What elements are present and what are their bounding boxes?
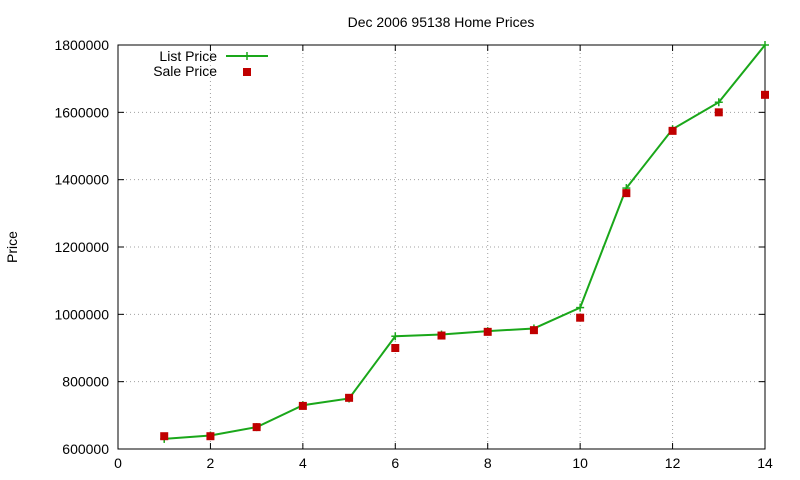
- list-price-point: [761, 41, 769, 49]
- series-layer: [160, 41, 769, 443]
- legend-label-sale-price: Sale Price: [153, 63, 217, 79]
- y-tick-labels: 600000 800000 1000000 1200000 1400000 1600000…: [54, 37, 109, 457]
- y-tick-label: 600000: [62, 441, 109, 457]
- legend-square: [243, 68, 251, 76]
- axis-ticks: [117, 44, 766, 450]
- y-tick-label: 1800000: [54, 37, 109, 53]
- sale-price-point: [391, 344, 400, 352]
- y-tick-label: 1600000: [54, 104, 109, 120]
- y-tick-label: 800000: [62, 374, 109, 390]
- sale-price-point: [761, 90, 769, 99]
- sale-price-point: [437, 331, 446, 340]
- x-tick-label: 4: [299, 455, 307, 471]
- legend-marker-sale-price: [243, 68, 251, 76]
- sale-price-point: [714, 108, 723, 117]
- legend-label-list-price: List Price: [159, 48, 217, 64]
- plot-frame: [117, 44, 766, 450]
- x-tick-label: 0: [114, 455, 122, 471]
- x-tick-label: 10: [572, 455, 588, 471]
- sale-price-point: [622, 189, 631, 198]
- legend-marker-list-price: [243, 52, 251, 60]
- x-tick-label: 14: [757, 455, 773, 471]
- sale-price-point: [345, 393, 354, 402]
- sale-price-point: [298, 401, 307, 410]
- sale-price-point: [160, 432, 169, 441]
- chart-title: Dec 2006 95138 Home Prices: [348, 14, 535, 30]
- x-tick-label: 2: [207, 455, 215, 471]
- sale-price-point: [529, 326, 538, 335]
- x-tick-labels: 0 2 4 6 8 10 12 14: [114, 455, 773, 471]
- y-axis-label: Price: [4, 231, 20, 263]
- sale-price-point: [252, 423, 261, 432]
- grid-lines: [118, 45, 765, 449]
- list-price-point: [391, 332, 400, 341]
- sale-price-point: [668, 126, 677, 135]
- y-tick-label: 1000000: [54, 306, 109, 322]
- list-price-point: [714, 98, 723, 107]
- sale-price-point: [576, 313, 585, 322]
- y-tick-label: 1400000: [54, 172, 109, 188]
- y-tick-label: 1200000: [54, 239, 109, 255]
- sale-price-point: [483, 327, 492, 336]
- x-tick-label: 6: [391, 455, 399, 471]
- legend-plus: [243, 52, 251, 60]
- sale-price-point: [206, 432, 215, 441]
- list-price-point: [576, 303, 585, 312]
- legend: List Price Sale Price: [153, 48, 268, 79]
- x-tick-label: 12: [665, 455, 681, 471]
- x-tick-label: 8: [484, 455, 492, 471]
- list-price-line: [164, 44, 766, 440]
